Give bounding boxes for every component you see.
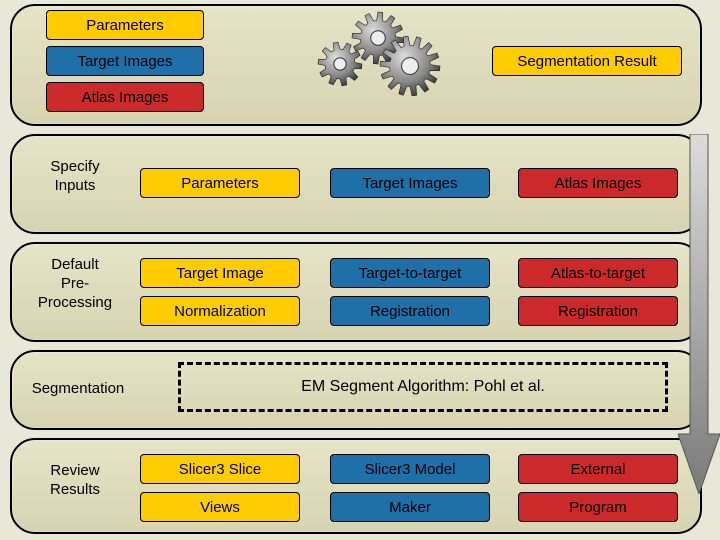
label-segmentation-line1: Segmentation bbox=[18, 380, 138, 399]
chip-p2-parameters: Parameters bbox=[140, 168, 300, 198]
label-specify-line2: Inputs bbox=[30, 177, 120, 196]
chip-p5-r2c1: Views bbox=[140, 492, 300, 522]
chip-p3-r1c1: Target Image bbox=[140, 258, 300, 288]
chip-p3-r2c2: Registration bbox=[330, 296, 490, 326]
label-specify-line1: Specify bbox=[30, 158, 120, 177]
chip-p3-r2c3: Registration bbox=[518, 296, 678, 326]
chip-p2-target: Target Images bbox=[330, 168, 490, 198]
chip-p5-r1c2: Slicer3 Model bbox=[330, 454, 490, 484]
chip-p5-r2c2: Maker bbox=[330, 492, 490, 522]
chip-p5-r1c1: Slicer3 Slice bbox=[140, 454, 300, 484]
label-default-line3: Processing bbox=[20, 294, 130, 313]
chip-seg-result: Segmentation Result bbox=[492, 46, 682, 76]
chip-parameters: Parameters bbox=[46, 10, 204, 40]
chip-p2-atlas: Atlas Images bbox=[518, 168, 678, 198]
label-default-line1: Default bbox=[20, 256, 130, 275]
chip-p5-r1c3: External bbox=[518, 454, 678, 484]
chip-p5-r2c3: Program bbox=[518, 492, 678, 522]
label-review-line1: Review bbox=[30, 462, 120, 481]
label-default-line2: Pre- bbox=[20, 275, 130, 294]
label-review-results: Review Results bbox=[30, 462, 120, 500]
label-specify-inputs: Specify Inputs bbox=[30, 158, 120, 196]
dashed-algorithm-box: EM Segment Algorithm: Pohl et al. bbox=[178, 362, 668, 412]
label-review-line2: Results bbox=[30, 481, 120, 500]
label-default-preproc: Default Pre- Processing bbox=[20, 256, 130, 312]
chip-p3-r2c1: Normalization bbox=[140, 296, 300, 326]
chip-p3-r1c2: Target-to-target bbox=[330, 258, 490, 288]
chip-target-images: Target Images bbox=[46, 46, 204, 76]
chip-atlas-images: Atlas Images bbox=[46, 82, 204, 112]
label-segmentation: Segmentation bbox=[18, 380, 138, 399]
chip-p3-r1c3: Atlas-to-target bbox=[518, 258, 678, 288]
